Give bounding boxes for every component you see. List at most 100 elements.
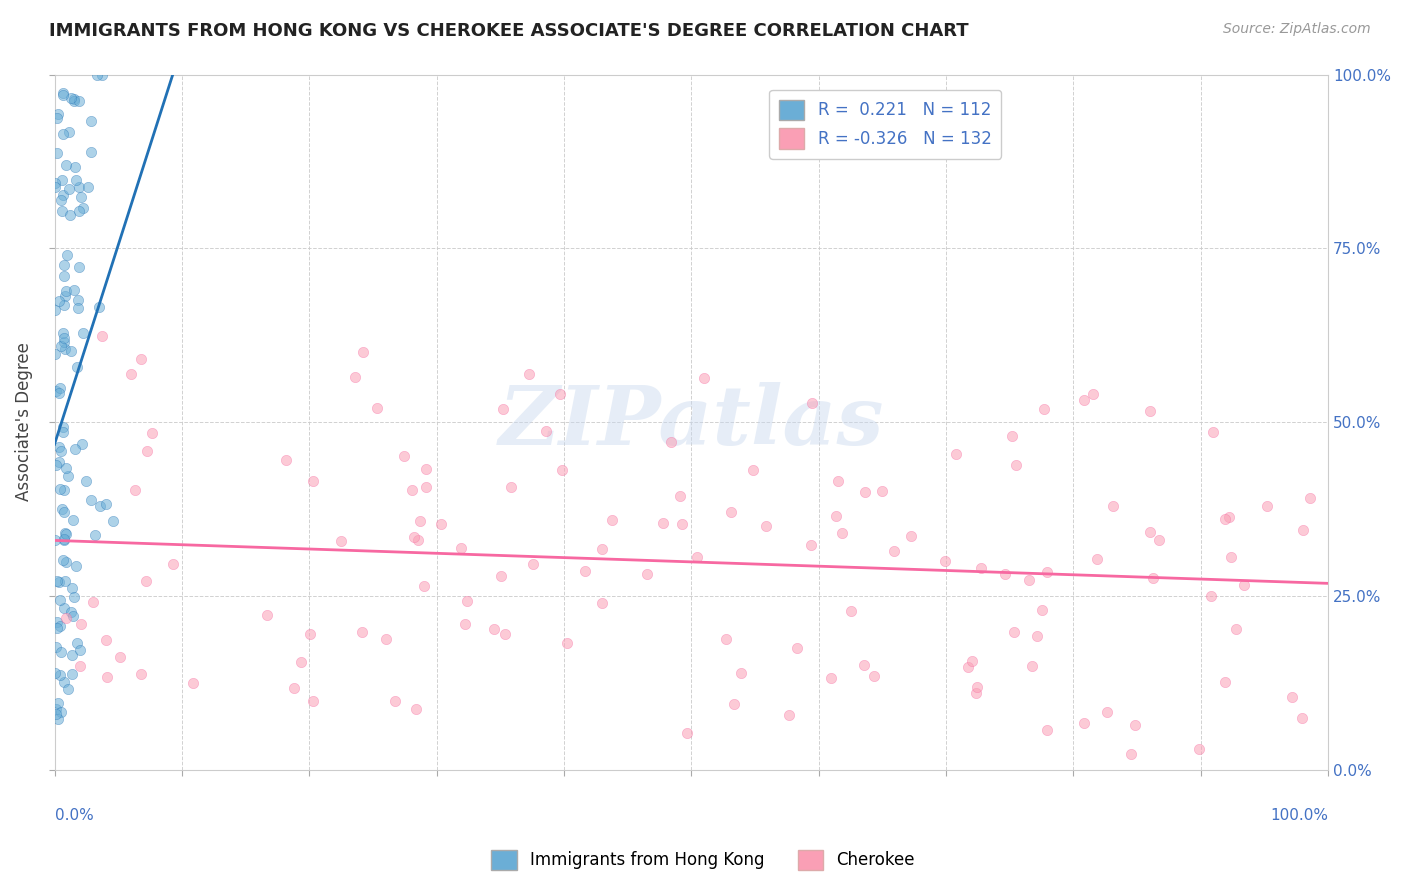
Point	[60, 667, 83, 681]
Point	[1021, 659, 1043, 673]
Point	[1219, 549, 1241, 564]
Point	[45, 145, 67, 160]
Point	[96, 670, 118, 684]
Point	[51, 204, 73, 219]
Point	[966, 681, 988, 695]
Point	[863, 668, 886, 682]
Point	[482, 622, 505, 636]
Point	[825, 508, 848, 523]
Point	[51, 443, 73, 458]
Point	[591, 596, 613, 610]
Point	[53, 574, 76, 588]
Point	[501, 480, 523, 494]
Point	[517, 368, 540, 382]
Point	[52, 326, 75, 340]
Point	[45, 640, 67, 655]
Point	[1025, 629, 1047, 643]
Point	[108, 649, 131, 664]
Point	[290, 655, 312, 669]
Point	[51, 705, 73, 719]
Point	[44, 179, 66, 194]
Point	[58, 182, 80, 196]
Point	[720, 505, 742, 519]
Point	[53, 505, 76, 519]
Point	[406, 533, 429, 547]
Point	[65, 558, 87, 573]
Point	[135, 443, 157, 458]
Legend: R =  0.221   N = 112, R = -0.326   N = 132: R = 0.221 N = 112, R = -0.326 N = 132	[769, 90, 1001, 159]
Point	[94, 497, 117, 511]
Point	[755, 518, 778, 533]
Point	[181, 675, 204, 690]
Point	[1139, 404, 1161, 418]
Point	[1147, 533, 1170, 548]
Point	[91, 328, 114, 343]
Point	[89, 499, 111, 513]
Point	[1225, 622, 1247, 636]
Point	[413, 579, 436, 593]
Point	[723, 698, 745, 712]
Point	[1123, 718, 1146, 732]
Point	[48, 574, 70, 589]
Point	[283, 681, 305, 696]
Point	[51, 502, 73, 516]
Point	[52, 298, 75, 312]
Point	[1199, 590, 1222, 604]
Point	[62, 609, 84, 624]
Point	[405, 702, 427, 716]
Point	[52, 425, 75, 439]
Point	[1281, 690, 1303, 704]
Point	[53, 526, 76, 541]
Point	[48, 455, 70, 469]
Point	[60, 648, 83, 663]
Point	[63, 283, 86, 297]
Point	[58, 125, 80, 139]
Point	[801, 396, 824, 410]
Point	[46, 712, 69, 726]
Point	[652, 516, 675, 530]
Point	[65, 172, 87, 186]
Point	[350, 624, 373, 639]
Point	[786, 641, 808, 656]
Point	[45, 384, 67, 399]
Point	[489, 569, 512, 583]
Point	[141, 425, 163, 440]
Point	[1002, 625, 1025, 640]
Point	[853, 658, 876, 673]
Point	[49, 193, 72, 207]
Point	[63, 92, 86, 106]
Point	[1085, 551, 1108, 566]
Point	[67, 260, 90, 275]
Text: Source: ZipAtlas.com: Source: ZipAtlas.com	[1223, 22, 1371, 37]
Point	[716, 632, 738, 646]
Point	[59, 605, 82, 619]
Point	[1097, 705, 1119, 719]
Point	[53, 675, 76, 690]
Text: ZIPatlas: ZIPatlas	[499, 382, 884, 462]
Point	[1299, 491, 1322, 505]
Text: 0.0%: 0.0%	[55, 808, 93, 823]
Point	[872, 483, 894, 498]
Point	[51, 173, 73, 187]
Point	[686, 549, 709, 564]
Point	[46, 112, 69, 126]
Point	[45, 615, 67, 630]
Point	[48, 293, 70, 308]
Point	[450, 541, 472, 555]
Point	[46, 696, 69, 710]
Point	[45, 458, 67, 472]
Point	[44, 177, 66, 191]
Point	[492, 402, 515, 417]
Point	[53, 258, 76, 272]
Point	[66, 293, 89, 308]
Point	[49, 482, 72, 496]
Point	[669, 489, 692, 503]
Point	[1081, 387, 1104, 401]
Point	[101, 515, 124, 529]
Point	[67, 94, 90, 108]
Point	[392, 449, 415, 463]
Point	[693, 371, 716, 385]
Point	[45, 702, 67, 716]
Point	[742, 463, 765, 477]
Point	[1292, 523, 1315, 537]
